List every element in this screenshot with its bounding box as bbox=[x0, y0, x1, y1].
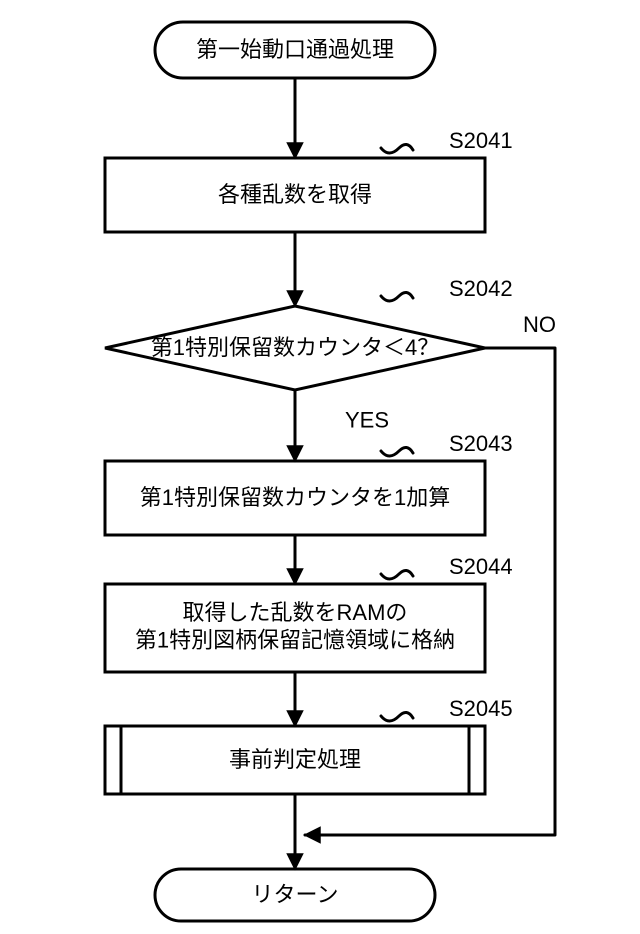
svg-text:S2043: S2043 bbox=[449, 431, 513, 456]
svg-text:S2041: S2041 bbox=[449, 128, 513, 153]
svg-text:事前判定処理: 事前判定処理 bbox=[229, 747, 361, 772]
svg-text:YES: YES bbox=[345, 407, 389, 432]
svg-text:第1特別図柄保留記憶領域に格納: 第1特別図柄保留記憶領域に格納 bbox=[135, 628, 455, 653]
svg-text:第1特別保留数カウンタ＜4？: 第1特別保留数カウンタ＜4？ bbox=[151, 335, 439, 360]
flowchart: 第一始動口通過処理各種乱数を取得 S2041 第1特別保留数カウンタ＜4？ S2042… bbox=[0, 0, 640, 934]
svg-text:S2042: S2042 bbox=[449, 276, 513, 301]
svg-text:各種乱数を取得: 各種乱数を取得 bbox=[218, 182, 372, 207]
svg-text:NO: NO bbox=[523, 312, 556, 337]
svg-text:S2044: S2044 bbox=[449, 554, 513, 579]
svg-text:第1特別保留数カウンタを1加算: 第1特別保留数カウンタを1加算 bbox=[140, 485, 450, 510]
svg-text:第一始動口通過処理: 第一始動口通過処理 bbox=[196, 37, 394, 62]
svg-text:リターン: リターン bbox=[252, 882, 339, 907]
svg-text:取得した乱数をRAMの: 取得した乱数をRAMの bbox=[183, 600, 408, 625]
svg-text:S2045: S2045 bbox=[449, 696, 513, 721]
